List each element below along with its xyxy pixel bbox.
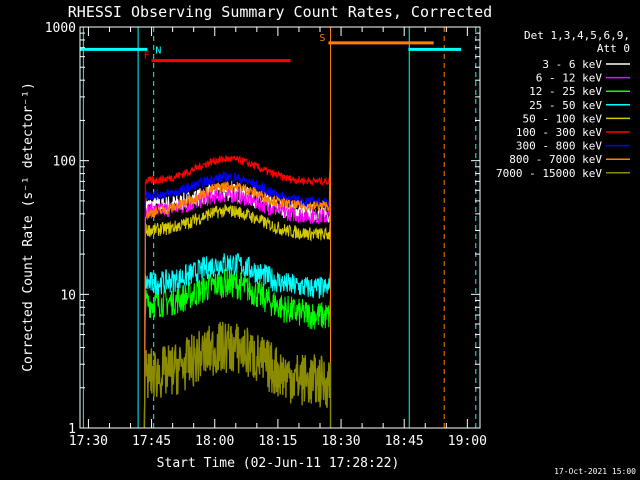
series-line	[143, 204, 331, 428]
x-tick-label: 18:45	[385, 434, 424, 449]
y-axis-label: Corrected Count Rate (s⁻¹ detector⁻¹)	[21, 82, 36, 372]
x-tick-label: 18:30	[321, 434, 360, 449]
y-tick-label: 100	[53, 155, 76, 170]
x-tick-label: 17:45	[132, 434, 171, 449]
timestamp: 17-Oct-2021 15:00	[554, 467, 636, 476]
series-line	[143, 269, 331, 428]
y-tick-label: 1	[68, 422, 76, 437]
legend-label: 3 - 6 keV	[542, 58, 602, 71]
flag-label-F: F	[144, 51, 150, 62]
x-tick-label: 17:30	[69, 434, 108, 449]
x-tick-label: 18:15	[258, 434, 297, 449]
series-line	[143, 155, 331, 428]
legend-label: 25 - 50 keV	[529, 99, 602, 112]
legend-header: Det 1,3,4,5,6,9,	[524, 29, 630, 42]
flag-label-N: N	[155, 45, 161, 56]
axes: 1 10 100 1000 17:30 17:45 18:00 18:15 18:30 18:45…	[45, 21, 487, 449]
legend-label: 6 - 12 keV	[536, 72, 603, 85]
plot-content	[80, 27, 477, 428]
axes-frame	[79, 26, 481, 429]
legend-label: 50 - 100 keV	[523, 112, 603, 125]
legend-label: 300 - 800 keV	[516, 140, 602, 153]
x-axis-label: Start Time (02-Jun-11 17:28:22)	[157, 456, 400, 471]
x-tick-label: 19:00	[448, 434, 487, 449]
y-tick-label: 1000	[45, 21, 76, 36]
legend-label: 7000 - 15000 keV	[496, 167, 602, 180]
chart-title: RHESSI Observing Summary Count Rates, Co…	[68, 3, 492, 21]
legend-label: 800 - 7000 keV	[509, 153, 602, 166]
series-line	[143, 137, 331, 428]
x-tick-label: 18:00	[195, 434, 234, 449]
legend-header: Att 0	[597, 42, 630, 55]
legend-label: 100 - 300 keV	[516, 126, 602, 139]
series-line	[143, 252, 331, 428]
y-tick-label: 10	[60, 288, 76, 303]
flag-label-S: S	[319, 33, 325, 44]
plot-area: NF S	[80, 27, 477, 428]
legend-label: 12 - 25 keV	[529, 85, 602, 98]
series-line	[143, 321, 332, 428]
